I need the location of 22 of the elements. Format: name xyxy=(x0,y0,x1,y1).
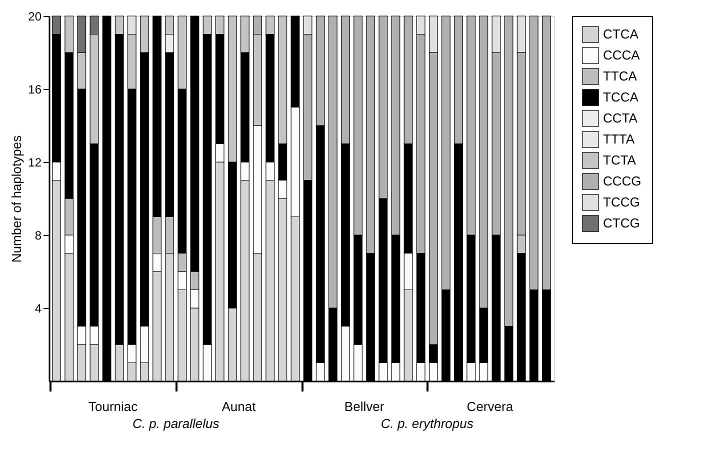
text: Tourniac xyxy=(88,399,138,414)
text: Aunat xyxy=(222,399,256,414)
legend-label: CCCA xyxy=(603,48,640,62)
legend-label: CTCG xyxy=(603,216,640,230)
text: Cervera xyxy=(466,399,514,414)
legend-label: TCCG xyxy=(603,194,640,210)
legend-label: CTCA xyxy=(603,26,639,42)
legend-label: CCTA xyxy=(603,110,638,126)
y-tick-label: 4 xyxy=(34,302,42,316)
y-tick-label: 16 xyxy=(28,82,42,96)
legend-label: TTTA xyxy=(603,132,635,146)
text: C. p. erythropus xyxy=(380,416,474,431)
y-tick-label: 20 xyxy=(28,10,42,24)
text: Bellver xyxy=(344,399,385,414)
y-tick-label: 12 xyxy=(28,156,42,170)
legend-label: TCCA xyxy=(603,90,639,104)
y-tick-label: 8 xyxy=(34,228,42,242)
legend-label: TTCA xyxy=(603,68,638,84)
legend-label: CCCG xyxy=(603,174,642,188)
y-axis-title: Number of haplotypes xyxy=(9,134,24,263)
text: C. p. parallelus xyxy=(132,416,220,431)
legend-label: TCTA xyxy=(603,152,636,168)
